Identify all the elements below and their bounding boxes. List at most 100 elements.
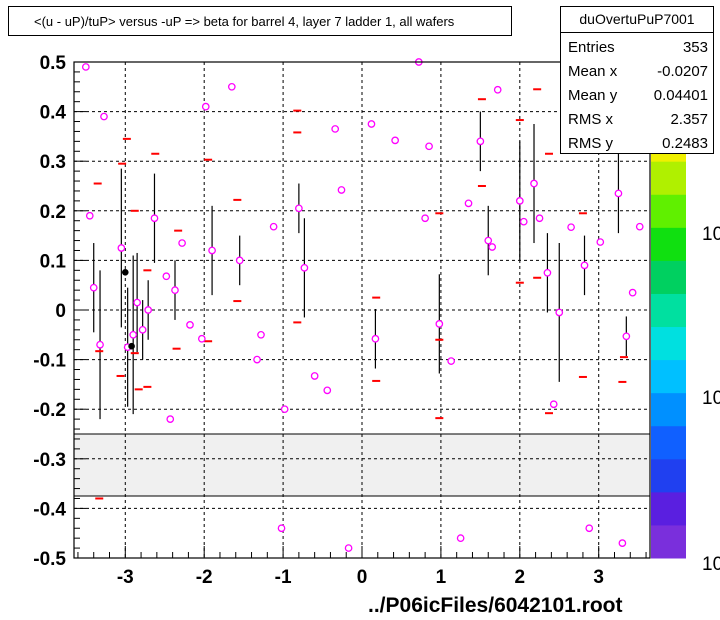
data-point <box>549 400 558 409</box>
data-point <box>171 286 179 295</box>
x-tick-label: 3 <box>593 567 604 588</box>
data-point <box>235 256 244 265</box>
palette-swatch <box>651 194 686 228</box>
data-point <box>186 321 194 329</box>
data-point <box>476 137 485 146</box>
y-tick-label: 0.3 <box>40 152 66 173</box>
data-point <box>129 330 138 339</box>
palette-swatch <box>651 524 686 559</box>
stats-label: Mean x <box>568 63 618 80</box>
palette-swatch <box>651 293 686 328</box>
palette-swatch <box>651 491 686 526</box>
data-point <box>300 263 309 272</box>
y-tick-label: -0.5 <box>33 549 66 570</box>
y-tick-label: -0.4 <box>33 499 66 520</box>
stats-value: 2.357 <box>670 111 708 128</box>
stats-value: 0.04401 <box>653 87 708 104</box>
palette-swatch <box>651 359 686 394</box>
data-point <box>257 330 265 339</box>
data-point <box>391 136 399 145</box>
color-palette <box>651 62 686 559</box>
data-point <box>96 340 104 349</box>
data-point <box>277 524 286 533</box>
data-point <box>456 534 465 543</box>
data-point <box>323 386 332 395</box>
palette-swatch <box>651 458 686 493</box>
data-point <box>162 272 171 281</box>
x-tick-label: 1 <box>436 567 447 588</box>
data-point <box>488 243 497 251</box>
data-point <box>618 539 627 547</box>
stats-label: Entries <box>568 39 615 56</box>
stats-value: 0.2483 <box>662 135 708 152</box>
data-point <box>530 179 538 188</box>
data-point <box>421 214 429 223</box>
stats-box: duOvertuPuP7001 Entries 353 Mean x -0.02… <box>560 6 714 154</box>
stats-row-rms-x: RMS x 2.357 <box>568 111 708 135</box>
data-point <box>535 214 544 223</box>
data-point <box>344 544 353 552</box>
x-tick-label: 0 <box>357 567 368 588</box>
file-path-label: ../P06icFiles/6042101.root <box>368 594 623 617</box>
data-point <box>178 239 186 247</box>
data-point <box>435 320 444 328</box>
data-point <box>628 288 637 297</box>
data-point <box>227 82 236 91</box>
data-point <box>367 120 376 128</box>
data-point <box>133 298 141 307</box>
palette-swatch <box>651 392 686 427</box>
data-point <box>555 308 564 317</box>
data-point <box>447 357 456 365</box>
y-tick-labels: -0.5 -0.4 -0.3 -0.2 -0.1 0 0.1 0.2 0.3 0.4 0.5 <box>33 53 66 570</box>
y-tick-label: -0.3 <box>33 450 66 471</box>
y-tick-label: 0.2 <box>40 202 66 223</box>
data-point <box>371 334 380 343</box>
y-tick-label: 0.4 <box>40 103 67 124</box>
x-tick-label: 2 <box>515 567 526 588</box>
data-point <box>144 306 153 314</box>
data-point <box>425 142 433 151</box>
data-point <box>543 268 552 277</box>
y-tick-label: 0 <box>55 301 66 322</box>
data-point <box>635 222 644 231</box>
data-point <box>269 222 278 231</box>
palette-label-mid: 10 <box>702 388 720 409</box>
y-tick-label: -0.1 <box>33 351 66 372</box>
palette-labels: 10 10 10 <box>702 224 720 575</box>
stats-label: RMS y <box>568 135 613 152</box>
data-point <box>100 112 108 121</box>
data-point <box>253 355 261 364</box>
palette-swatch <box>651 260 686 294</box>
x-tick-label: -3 <box>117 567 134 588</box>
x-tick-labels: -3 -2 -1 0 1 2 3 <box>117 567 604 588</box>
data-point <box>515 197 524 205</box>
data-point <box>81 63 90 71</box>
data-point <box>596 238 605 246</box>
data-point <box>166 415 175 423</box>
stats-title: duOvertuPuP7001 <box>561 7 713 33</box>
palette-swatch <box>651 227 686 261</box>
stats-label: RMS x <box>568 111 613 128</box>
data-point <box>150 214 159 223</box>
palette-swatch <box>651 161 686 195</box>
y-tick-label: -0.2 <box>33 400 66 421</box>
palette-label-top: 10 <box>702 224 720 245</box>
stats-value: 353 <box>682 39 708 56</box>
plot-area <box>73 58 651 559</box>
x-tick-label: -1 <box>275 567 292 588</box>
data-point <box>622 332 631 341</box>
stats-label: Mean y <box>568 87 618 104</box>
data-point <box>280 405 289 414</box>
data-point <box>295 204 303 213</box>
data-point <box>567 223 575 232</box>
stats-row-rms-y: RMS y 0.2483 <box>568 135 708 159</box>
data-point <box>138 325 147 334</box>
data-point <box>201 102 210 111</box>
palette-swatch <box>651 326 686 361</box>
data-point <box>519 217 528 226</box>
stats-value: -0.0207 <box>657 63 708 80</box>
chart-title-box: <(u - uP)/tuP> versus -uP => beta for ba… <box>8 6 512 36</box>
palette-label-bottom: 10 <box>702 554 720 575</box>
stats-row-entries: Entries 353 <box>568 39 708 63</box>
